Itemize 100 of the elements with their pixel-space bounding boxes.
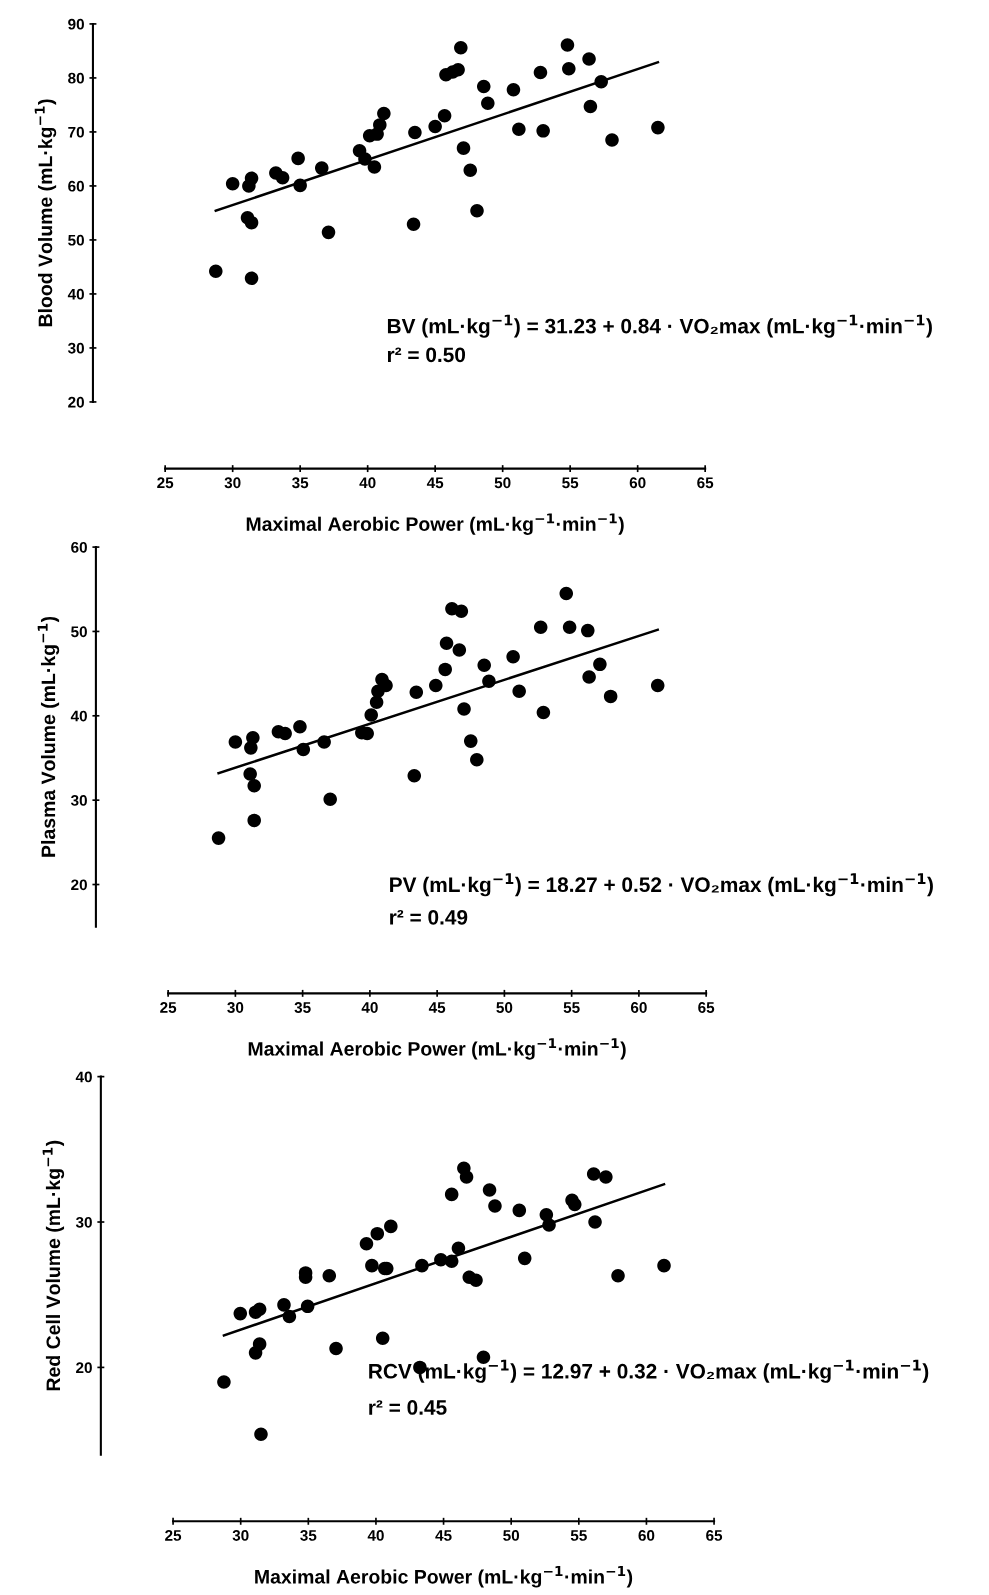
point <box>457 702 471 716</box>
point <box>512 1203 527 1218</box>
point <box>377 106 391 121</box>
point <box>373 118 387 132</box>
point <box>370 1226 385 1241</box>
point <box>451 1241 466 1255</box>
x-tick-label: 65 <box>706 1530 723 1541</box>
point <box>429 678 443 693</box>
x-tick-label: 35 <box>294 1002 311 1013</box>
x-axis-title: Maximal Aerobic Power (mL·kg$^{−1}$·min$^{−1}$) <box>246 513 624 535</box>
point <box>275 171 290 185</box>
point <box>581 623 595 638</box>
point <box>323 792 337 807</box>
y-tick-label: 50 <box>71 626 87 638</box>
point <box>482 1183 497 1197</box>
point <box>209 264 223 279</box>
point <box>603 689 618 704</box>
x-tick-label: 25 <box>165 1530 182 1541</box>
annotation: r² = 0.45 <box>369 1400 447 1415</box>
point <box>470 204 484 218</box>
y-tick-label: 70 <box>68 126 84 138</box>
point <box>252 1302 267 1317</box>
point <box>463 163 478 178</box>
point <box>657 1258 671 1273</box>
point <box>517 1251 532 1266</box>
point <box>322 1269 337 1283</box>
y-tick-label: 20 <box>68 396 84 408</box>
y-tick-label: 50 <box>68 234 84 246</box>
point <box>365 1258 379 1273</box>
point <box>605 133 619 147</box>
y-axis-title: Plasma Volume (mL·kg$^{−1}$) <box>37 616 60 857</box>
point <box>562 620 577 634</box>
point <box>562 61 576 76</box>
point <box>407 768 422 783</box>
x-tick-label: 25 <box>157 477 174 489</box>
point <box>244 171 259 186</box>
point <box>444 1187 459 1202</box>
point <box>470 752 484 767</box>
x-tick-label: 55 <box>563 1002 580 1013</box>
point <box>452 643 467 657</box>
y-tick-label: 30 <box>67 342 84 354</box>
point <box>438 662 452 677</box>
annotation: r² = 0.49 <box>390 909 468 925</box>
point <box>536 124 550 138</box>
point <box>358 152 372 166</box>
x-tick-label: 40 <box>367 1530 384 1541</box>
point <box>482 674 496 688</box>
point <box>408 125 422 140</box>
point <box>300 1299 315 1314</box>
point <box>293 178 307 193</box>
point <box>451 63 465 77</box>
y-axis-title: Blood Volume (mL·kg$^{−1}$) <box>34 99 57 327</box>
x-tick-label: 55 <box>570 1530 587 1541</box>
point <box>217 1375 231 1389</box>
y-tick-label: 30 <box>75 1216 92 1228</box>
y-axis-title: Red Cell Volume (mL·kg$^{−1}$) <box>42 1140 65 1391</box>
point <box>233 1306 248 1321</box>
annotation: BV (mL·kg$^{−1}$) = 31.23 + 0.84 · VO₂max (mL·kg$^{−1}$·min$^{−1}$) <box>387 314 932 338</box>
point <box>409 685 424 699</box>
annotation: PV (mL·kg$^{−1}$) = 18.27 + 0.52 · VO₂max (mL·kg$^{−1}$·min$^{−1}$) <box>390 873 933 897</box>
point <box>296 742 311 757</box>
point <box>533 620 548 634</box>
point <box>384 1219 398 1234</box>
point <box>406 217 421 232</box>
point <box>583 99 598 114</box>
point <box>247 813 261 828</box>
point <box>291 151 305 166</box>
point <box>444 1254 459 1269</box>
point <box>321 225 336 240</box>
x-tick-label: 60 <box>630 1002 647 1013</box>
point <box>459 1170 474 1184</box>
x-axis-title: Maximal Aerobic Power (mL·kg$^{−1}$·min$^{−1}$) <box>248 1038 626 1060</box>
point <box>542 1218 556 1232</box>
x-tick-label: 40 <box>361 1002 378 1013</box>
point <box>454 40 468 55</box>
x-tick-label: 65 <box>698 1002 715 1013</box>
point <box>588 1215 602 1229</box>
point <box>244 215 259 230</box>
point <box>506 83 521 97</box>
point <box>582 52 596 66</box>
x-tick-label: 35 <box>300 1530 317 1541</box>
point <box>252 1337 267 1351</box>
point <box>367 160 382 174</box>
point <box>225 177 240 191</box>
point <box>456 141 471 155</box>
x-tick-label: 35 <box>292 477 309 489</box>
x-tick-label: 40 <box>359 477 376 489</box>
x-tick-label: 30 <box>224 477 241 489</box>
point <box>481 96 495 111</box>
point <box>506 649 520 664</box>
point <box>359 1237 374 1251</box>
point <box>476 79 491 94</box>
point <box>512 122 526 136</box>
y-tick-label: 60 <box>68 180 84 192</box>
point <box>282 1309 297 1324</box>
y-tick-label: 90 <box>68 18 84 30</box>
point <box>439 636 454 651</box>
y-tick-label: 20 <box>76 1362 92 1374</box>
x-tick-label: 45 <box>426 477 444 489</box>
point <box>464 734 478 748</box>
